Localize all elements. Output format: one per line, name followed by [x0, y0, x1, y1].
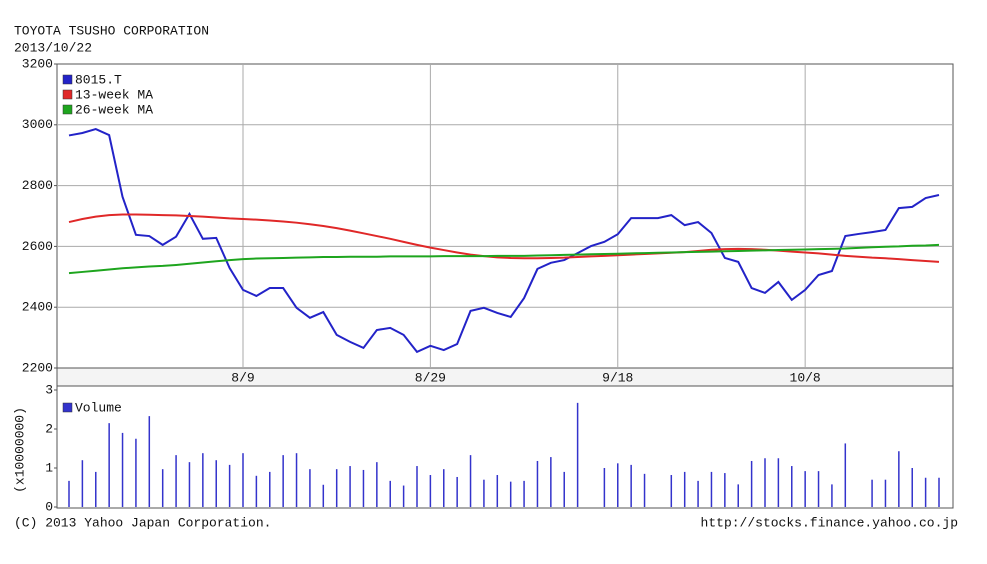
volume-bar — [884, 479, 887, 507]
volume-bar — [188, 462, 191, 507]
volume-frame — [56, 385, 954, 509]
y-tick-label: 2200 — [22, 360, 53, 375]
volume-bar — [697, 480, 699, 507]
y-tick-label: 3000 — [22, 117, 53, 132]
volume-bar — [724, 473, 726, 507]
volume-bar — [804, 471, 806, 507]
volume-bar — [750, 460, 753, 507]
volume-bar — [429, 475, 432, 507]
chart-title: TOYOTA TSUSHO CORPORATION — [14, 23, 209, 38]
volume-bar — [483, 479, 485, 507]
legend-swatch — [62, 402, 73, 413]
volume-bar — [871, 479, 873, 507]
x-tick-label: 8/9 — [231, 370, 254, 385]
volume-bar — [228, 464, 231, 507]
volume-bar — [255, 475, 258, 507]
volume-bar — [683, 471, 686, 507]
legend-label: Volume — [75, 400, 122, 415]
volume-bar — [603, 468, 606, 507]
volume-bar — [322, 484, 325, 507]
volume-bar — [349, 466, 351, 507]
volume-bar — [108, 423, 110, 507]
y-tick-label: 3200 — [22, 56, 53, 71]
volume-bar — [550, 457, 552, 507]
volume-bar — [817, 471, 820, 507]
x-tick-label: 9/18 — [602, 370, 633, 385]
volume-bar — [576, 402, 579, 507]
volume-bar — [710, 471, 713, 507]
volume-bar — [95, 471, 97, 507]
volume-bar — [764, 458, 766, 507]
chart-subtitle: 2013/10/22 — [14, 40, 92, 55]
y-tick-label: 0 — [45, 499, 53, 514]
legend-label: 8015.T — [75, 72, 122, 87]
volume-bar — [443, 469, 445, 507]
volume-bar — [791, 466, 793, 507]
legend-label: 26-week MA — [75, 102, 153, 117]
volume-bar — [309, 469, 311, 507]
volume-bar — [844, 443, 847, 507]
volume-bar — [389, 480, 391, 507]
volume-bar — [295, 453, 298, 507]
volume-bar — [536, 460, 539, 507]
volume-bar — [737, 484, 739, 507]
price-line — [68, 127, 940, 354]
y-tick-label: 1 — [45, 460, 53, 475]
volume-bar — [68, 480, 70, 507]
volume-bar — [670, 475, 673, 507]
volume-bar — [81, 460, 84, 507]
volume-bar — [402, 485, 405, 507]
volume-bar — [617, 463, 619, 507]
volume-bar — [175, 455, 177, 507]
source-url: http://stocks.finance.yahoo.co.jp — [701, 515, 958, 530]
y-tick-label: 2400 — [22, 300, 53, 315]
x-tick-label: 8/29 — [415, 370, 446, 385]
y-axis-label: (x10000000) — [12, 407, 27, 493]
x-tick-label: 10/8 — [790, 370, 821, 385]
volume-bar — [416, 466, 418, 507]
legend-swatch — [62, 104, 73, 115]
volume-bar — [148, 416, 151, 507]
volume-bar — [643, 473, 646, 507]
volume-bar — [282, 455, 284, 507]
y-tick-label: 2800 — [22, 178, 53, 193]
y-tick-label: 2 — [45, 421, 53, 436]
volume-bar — [831, 484, 833, 507]
volume-bar — [496, 475, 499, 507]
copyright: (C) 2013 Yahoo Japan Corporation. — [14, 515, 271, 530]
legend-label: 13-week MA — [75, 87, 153, 102]
volume-bar — [938, 477, 940, 507]
volume-bar — [563, 471, 565, 507]
volume-bar — [777, 458, 780, 507]
volume-bar — [335, 469, 338, 507]
volume-bar — [135, 438, 137, 507]
y-tick-label: 2600 — [22, 239, 53, 254]
volume-bar — [630, 464, 632, 507]
price-line — [68, 243, 940, 275]
volume-bar — [509, 481, 512, 507]
volume-bar — [924, 477, 927, 507]
price-line — [68, 213, 940, 263]
volume-bar — [898, 451, 900, 507]
volume-bar — [121, 432, 124, 507]
volume-bar — [469, 455, 472, 507]
volume-bar — [161, 469, 164, 507]
volume-bar — [456, 476, 458, 507]
volume-bar — [215, 460, 217, 507]
legend-swatch — [62, 89, 73, 100]
legend-swatch — [62, 74, 73, 85]
volume-bar — [269, 471, 271, 507]
volume-bar — [911, 468, 913, 507]
volume-bar — [242, 453, 244, 507]
volume-bar — [376, 462, 378, 507]
volume-bar — [202, 453, 204, 507]
volume-bar — [362, 469, 365, 507]
volume-bar — [523, 480, 525, 507]
y-tick-label: 3 — [45, 382, 53, 397]
